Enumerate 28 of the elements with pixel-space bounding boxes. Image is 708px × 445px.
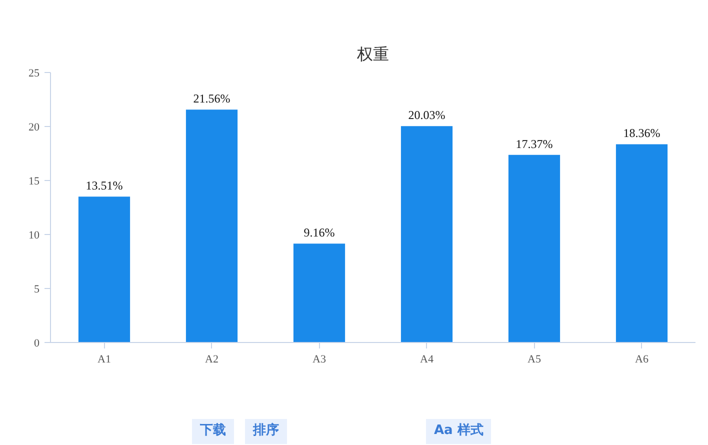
bar <box>293 244 346 342</box>
x-tick-label: A1 <box>98 354 111 366</box>
data-label: 13.51% <box>86 178 123 193</box>
data-label: 21.56% <box>193 92 230 106</box>
x-tick-label: A4 <box>420 354 434 366</box>
chart-title: 权重 <box>356 44 389 64</box>
y-tick-label: 15 <box>28 176 40 188</box>
y-tick-label: 20 <box>28 122 40 134</box>
text: 排序 <box>245 419 287 444</box>
text: Aa 样式 <box>426 419 492 444</box>
bar <box>78 196 130 342</box>
data-label: 18.36% <box>623 126 660 140</box>
x-tick-label: A6 <box>635 354 649 366</box>
text: 下载 <box>192 419 234 444</box>
data-label: 9.16% <box>304 226 335 240</box>
data-label: 20.03% <box>408 108 446 122</box>
x-tick-label: A3 <box>312 354 326 366</box>
y-tick-label: 5 <box>34 284 40 296</box>
bar <box>616 144 668 342</box>
bar <box>508 154 560 342</box>
y-tick-label: 0 <box>34 338 40 350</box>
x-tick-label: A2 <box>205 354 218 366</box>
bar <box>400 126 453 342</box>
bar <box>186 110 238 342</box>
y-tick-label: 25 <box>28 68 40 80</box>
data-label: 17.37% <box>516 136 553 151</box>
y-tick-label: 10 <box>28 230 40 242</box>
x-tick-label: A5 <box>528 354 542 366</box>
